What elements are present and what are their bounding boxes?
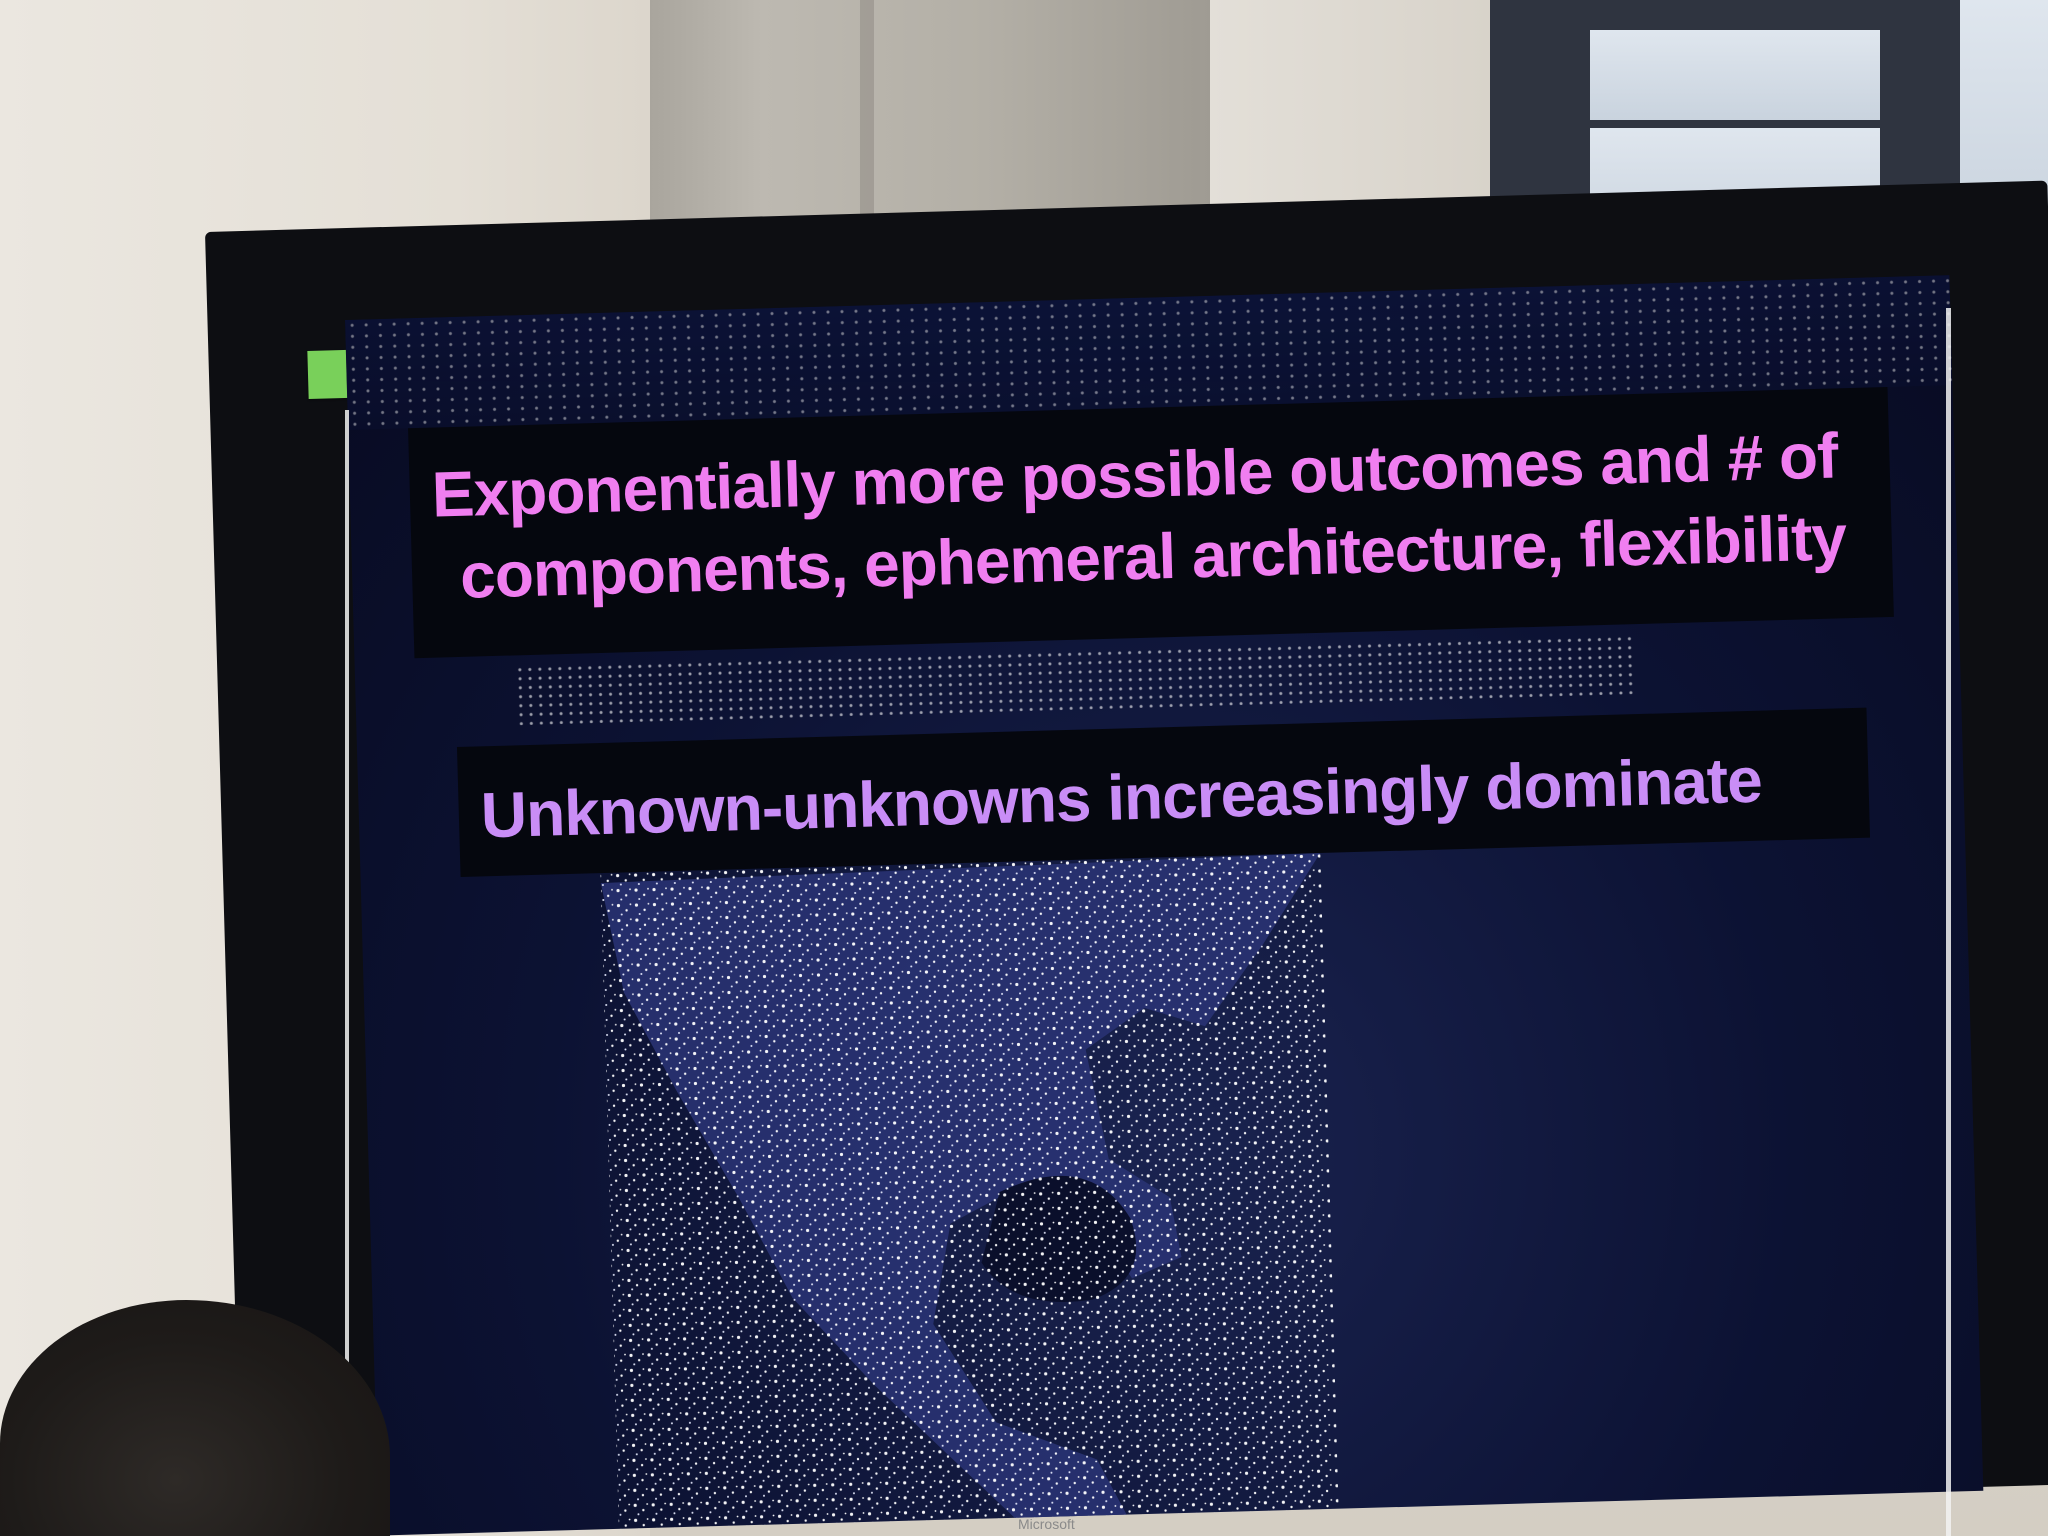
north-america-night-lights [600,852,1340,1536]
screen-bezel-edge [345,410,349,1536]
slide-screen: Exponentially more possible outcomes and… [345,275,1984,1536]
city-lights-texture [600,852,1340,1536]
screen-bezel-edge-right [1946,308,1951,1536]
window-pane [1590,30,1880,120]
monitor-brand: Microsoft [1018,1516,1075,1532]
